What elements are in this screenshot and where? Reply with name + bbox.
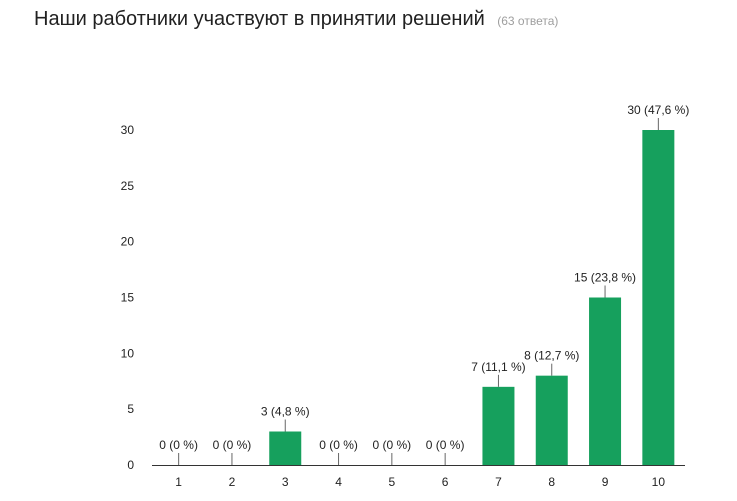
x-tick-label: 2 <box>229 475 236 489</box>
bar-3 <box>269 431 302 465</box>
y-tick-label: 0 <box>127 458 134 472</box>
data-label: 0 (0 %) <box>319 438 358 452</box>
x-tick-label: 5 <box>389 475 396 489</box>
data-label: 0 (0 %) <box>426 438 465 452</box>
x-tick-label: 10 <box>652 475 666 489</box>
y-tick-label: 10 <box>121 346 135 360</box>
x-tick-label: 7 <box>495 475 502 489</box>
y-tick-label: 20 <box>121 235 135 249</box>
x-tick-label: 9 <box>602 475 609 489</box>
y-axis: 0 5 10 15 20 25 30 <box>121 123 135 472</box>
data-labels: 0 (0 %) 0 (0 %) 3 (4,8 %) 0 (0 %) 0 (0 %) 0 (… <box>159 103 689 465</box>
data-label: 7 (11,1 %) <box>471 360 525 374</box>
data-label: 15 (23,8 %) <box>574 271 636 285</box>
bar-8 <box>535 375 568 465</box>
data-label: 0 (0 %) <box>159 438 198 452</box>
data-label: 3 (4,8 %) <box>261 405 310 419</box>
data-label: 30 (47,6 %) <box>627 103 689 117</box>
data-label: 0 (0 %) <box>213 438 252 452</box>
x-tick-label: 3 <box>282 475 289 489</box>
chart-header: Наши работники участвуют в принятии реше… <box>34 8 558 31</box>
bar-9 <box>589 297 622 465</box>
y-tick-label: 15 <box>121 291 135 305</box>
x-tick-label: 8 <box>548 475 555 489</box>
response-count: (63 ответа) <box>497 14 559 28</box>
data-label: 8 (12,7 %) <box>524 349 579 363</box>
bars <box>269 130 675 465</box>
bar-7 <box>482 386 515 465</box>
y-tick-label: 30 <box>121 123 135 137</box>
x-tick-label: 4 <box>335 475 342 489</box>
bar-10 <box>642 130 675 465</box>
x-tick-label: 1 <box>175 475 182 489</box>
x-tick-label: 6 <box>442 475 449 489</box>
x-axis: 1 2 3 4 5 6 7 8 9 10 <box>175 475 665 489</box>
y-tick-label: 25 <box>121 179 135 193</box>
chart-title: Наши работники участвуют в принятии реше… <box>34 8 485 30</box>
data-label: 0 (0 %) <box>373 438 412 452</box>
y-tick-label: 5 <box>127 402 134 416</box>
